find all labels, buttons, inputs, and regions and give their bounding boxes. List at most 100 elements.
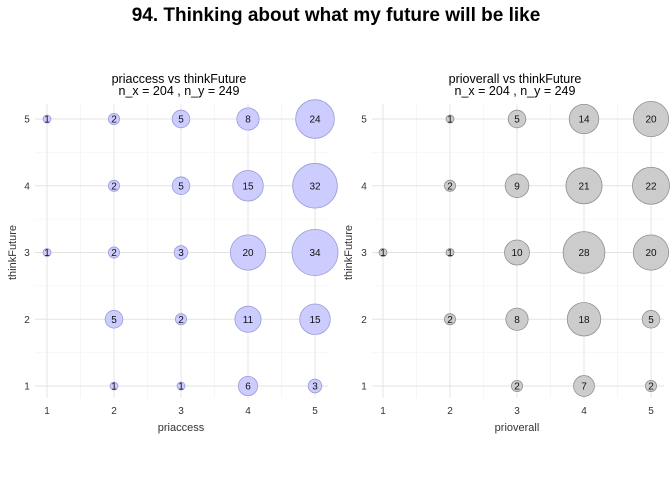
bubble xyxy=(173,245,189,260)
bubble-count-label: 8 xyxy=(514,315,520,326)
bubble xyxy=(108,246,120,259)
y-tick-label: 2 xyxy=(24,315,30,326)
bubble xyxy=(632,234,670,271)
bubble xyxy=(108,179,120,192)
bubble-count-label: 15 xyxy=(242,181,254,192)
bubble-count-label: 8 xyxy=(245,115,251,126)
bubble xyxy=(445,114,455,124)
bubble xyxy=(291,229,339,276)
bubble-count-label: 1 xyxy=(44,248,50,259)
bubble xyxy=(42,114,52,124)
bubble xyxy=(507,109,527,129)
bubble xyxy=(171,176,191,195)
panel-subtitle: n_x = 204 , n_y = 249 xyxy=(455,84,576,98)
bubble xyxy=(171,109,191,129)
x-tick-label: 2 xyxy=(447,406,453,417)
x-tick-label: 2 xyxy=(111,406,117,417)
bubble-count-label: 15 xyxy=(309,315,321,326)
bubble-count-label: 2 xyxy=(447,181,453,192)
bubble xyxy=(176,381,186,391)
bubble xyxy=(504,173,530,198)
y-tick-label: 2 xyxy=(361,315,367,326)
bubble xyxy=(378,248,388,257)
bubble-count-label: 2 xyxy=(514,382,520,393)
bubble-count-label: 1 xyxy=(447,115,453,126)
bubble xyxy=(632,100,670,138)
bubble xyxy=(504,239,530,266)
y-tick-label: 5 xyxy=(24,115,30,126)
bubble xyxy=(444,179,456,192)
bubble xyxy=(566,302,602,337)
bubble xyxy=(568,103,600,135)
bubble xyxy=(299,303,331,335)
x-tick-label: 4 xyxy=(245,406,251,417)
y-tick-label: 1 xyxy=(24,382,30,393)
bubble xyxy=(511,380,523,392)
bubble-count-label: 14 xyxy=(578,115,590,126)
bubble xyxy=(562,231,606,274)
bubble-count-label: 2 xyxy=(648,382,654,393)
bubble xyxy=(565,167,603,205)
bubble-count-label: 1 xyxy=(44,115,50,126)
y-axis-label: thinkFuture xyxy=(7,225,19,280)
bubble-count-label: 2 xyxy=(178,315,184,326)
bubble xyxy=(229,234,267,271)
figure-title: 94. Thinking about what my future will b… xyxy=(132,5,541,26)
bubble xyxy=(237,375,259,397)
bubble xyxy=(108,113,120,125)
bubble-count-label: 5 xyxy=(111,315,117,326)
bubble-count-label: 7 xyxy=(581,382,587,393)
bubble xyxy=(641,310,661,329)
bubble xyxy=(307,378,323,394)
bubble xyxy=(109,381,119,391)
x-tick-label: 1 xyxy=(380,406,386,417)
panel-title: priaccess vs thinkFuture xyxy=(112,72,247,86)
x-tick-label: 3 xyxy=(178,406,184,417)
bubble-count-label: 10 xyxy=(511,248,523,259)
bubble-count-label: 34 xyxy=(309,248,321,259)
bubble xyxy=(295,99,335,139)
bubble-count-label: 2 xyxy=(447,315,453,326)
bubble-count-label: 21 xyxy=(578,181,590,192)
y-tick-label: 3 xyxy=(24,248,30,259)
bubble xyxy=(645,380,657,392)
bubble-count-label: 1 xyxy=(178,382,184,393)
bubble-count-label: 32 xyxy=(309,181,321,192)
bubble-count-label: 2 xyxy=(111,248,117,259)
x-tick-label: 4 xyxy=(581,406,587,417)
bubble-count-label: 1 xyxy=(380,248,386,259)
bubble xyxy=(505,307,529,331)
bubble-count-label: 5 xyxy=(514,115,520,126)
bubble xyxy=(444,313,456,326)
x-tick-label: 1 xyxy=(44,406,50,417)
bubble-count-label: 1 xyxy=(111,382,117,393)
bubble xyxy=(104,310,124,329)
bubble-count-label: 5 xyxy=(648,315,654,326)
bubble-count-label: 5 xyxy=(178,115,184,126)
bubble-count-label: 11 xyxy=(243,315,254,326)
x-tick-label: 3 xyxy=(514,406,520,417)
bubble-count-label: 3 xyxy=(312,382,318,393)
bubble xyxy=(445,248,455,257)
bubble-count-label: 2 xyxy=(111,115,117,126)
bubble-count-label: 28 xyxy=(578,248,590,259)
bubble xyxy=(42,248,52,257)
bubble-count-label: 20 xyxy=(645,248,657,259)
y-tick-label: 1 xyxy=(361,382,367,393)
bubble-count-label: 9 xyxy=(514,181,520,192)
y-tick-label: 3 xyxy=(361,248,367,259)
x-axis-label: priaccess xyxy=(158,422,205,434)
y-tick-label: 4 xyxy=(24,181,30,192)
bubble xyxy=(573,375,595,397)
bubble-count-label: 3 xyxy=(178,248,184,259)
bubble-count-label: 6 xyxy=(245,382,251,393)
bubble xyxy=(236,107,260,131)
x-axis-label: prioverall xyxy=(495,422,540,434)
panel-subtitle: n_x = 204 , n_y = 249 xyxy=(119,84,240,98)
y-tick-label: 4 xyxy=(361,181,367,192)
bubble xyxy=(232,170,264,202)
bubble-count-label: 2 xyxy=(111,181,117,192)
